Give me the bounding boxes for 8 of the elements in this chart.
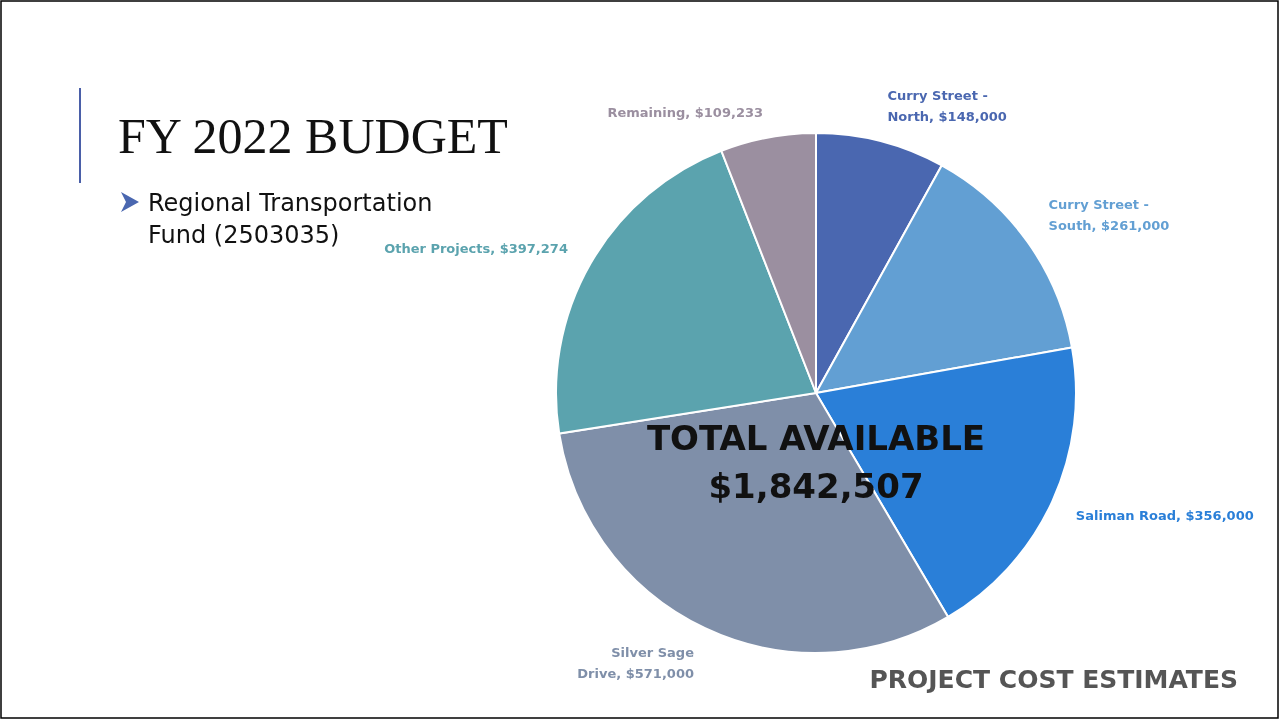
slice-label: Silver Sage Drive, $571,000 — [577, 644, 695, 681]
slice-label: Other Projects, $397,274 — [384, 241, 568, 257]
slice-label: Curry Street - South, $261,000 — [1048, 196, 1170, 233]
slice-label: Saliman Road, $356,000 — [1075, 508, 1254, 524]
slice-label: Curry Street - North, $148,000 — [887, 88, 1007, 125]
text: PROJECT COST ESTIMATES — [869, 665, 1238, 694]
chart-title: FY 2022 BUDGET — [118, 108, 508, 164]
slice-label: Remaining, $109,233 — [607, 105, 764, 121]
